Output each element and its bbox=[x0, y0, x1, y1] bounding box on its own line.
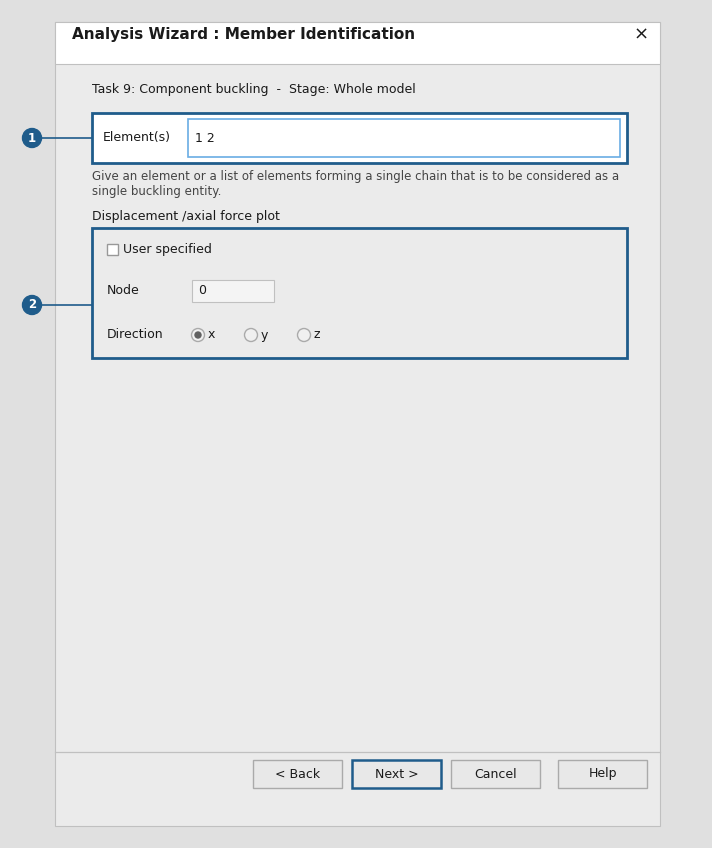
FancyBboxPatch shape bbox=[558, 760, 647, 788]
Circle shape bbox=[195, 332, 201, 338]
Text: Cancel: Cancel bbox=[474, 767, 517, 780]
FancyBboxPatch shape bbox=[188, 119, 620, 157]
Text: Give an element or a list of elements forming a single chain that is to be consi: Give an element or a list of elements fo… bbox=[92, 170, 619, 183]
Text: Node: Node bbox=[107, 284, 140, 298]
Text: 0: 0 bbox=[198, 284, 206, 298]
Text: Displacement /axial force plot: Displacement /axial force plot bbox=[92, 210, 280, 223]
FancyBboxPatch shape bbox=[55, 22, 660, 826]
Text: single buckling entity.: single buckling entity. bbox=[92, 185, 221, 198]
Text: Next >: Next > bbox=[375, 767, 419, 780]
Text: Analysis Wizard : Member Identification: Analysis Wizard : Member Identification bbox=[72, 27, 415, 42]
FancyBboxPatch shape bbox=[92, 228, 627, 358]
Circle shape bbox=[244, 328, 258, 342]
FancyBboxPatch shape bbox=[253, 760, 342, 788]
Text: Element(s): Element(s) bbox=[103, 131, 171, 144]
FancyBboxPatch shape bbox=[352, 760, 441, 788]
Text: < Back: < Back bbox=[275, 767, 320, 780]
FancyBboxPatch shape bbox=[92, 113, 627, 163]
FancyBboxPatch shape bbox=[55, 22, 660, 64]
FancyBboxPatch shape bbox=[107, 244, 118, 255]
FancyBboxPatch shape bbox=[451, 760, 540, 788]
Circle shape bbox=[298, 328, 310, 342]
Text: z: z bbox=[314, 328, 320, 342]
Text: 1: 1 bbox=[28, 131, 36, 144]
Text: Task 9: Component buckling  -  Stage: Whole model: Task 9: Component buckling - Stage: Whol… bbox=[92, 83, 416, 96]
Text: 1 2: 1 2 bbox=[195, 131, 215, 144]
Text: x: x bbox=[208, 328, 215, 342]
Text: ×: × bbox=[634, 26, 649, 44]
Text: y: y bbox=[261, 328, 268, 342]
Text: User specified: User specified bbox=[123, 243, 212, 256]
Circle shape bbox=[23, 295, 41, 315]
Circle shape bbox=[192, 328, 204, 342]
Text: Help: Help bbox=[588, 767, 617, 780]
FancyBboxPatch shape bbox=[192, 280, 274, 302]
Circle shape bbox=[23, 129, 41, 148]
Text: 2: 2 bbox=[28, 298, 36, 311]
Text: Direction: Direction bbox=[107, 328, 164, 342]
